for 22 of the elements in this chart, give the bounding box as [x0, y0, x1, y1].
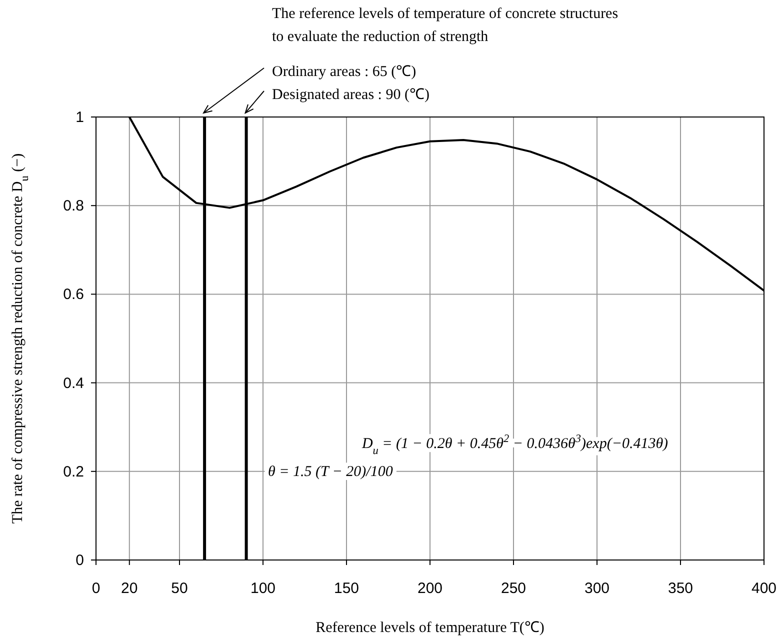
x-tick-label: 250 — [500, 580, 526, 597]
legend-label: Designated areas : 90 (℃) — [272, 87, 430, 103]
x-tick-label: 0 — [92, 580, 100, 597]
annotation: D$_{u}$ = (1 − 0.2θ + 0.45θ$^{2}$ − 0.0436θ$^{3}$)exp(−0.413θ) — [360, 433, 668, 457]
x-tick-label: 50 — [171, 580, 188, 597]
x-tick-label: 300 — [584, 580, 610, 597]
x-tick-label: 20 — [121, 580, 138, 597]
x-tick-label: 100 — [250, 580, 276, 597]
y-tick-label: 0 — [76, 552, 84, 569]
y-tick-label: 1 — [76, 109, 84, 126]
x-tick-label: 200 — [417, 580, 443, 597]
x-tick-label: 350 — [668, 580, 694, 597]
x-axis-title: Reference levels of temperature T(℃) — [316, 620, 544, 636]
y-tick-label: 0.8 — [63, 198, 84, 215]
chart-title: The reference levels of temperature of concrete structures to evaluate the reduction of strength — [272, 6, 618, 45]
x-tick-label: 400 — [751, 580, 777, 597]
ref-line-label: Ordinary areas : 65 (℃) — [272, 64, 416, 80]
x-tick-label: 150 — [334, 580, 360, 597]
y-tick-label: 0.2 — [63, 463, 84, 480]
annotation: θ = 1.5 (T − 20)/100 — [268, 464, 394, 480]
y-tick-label: 0.6 — [63, 286, 84, 304]
y-tick-label: 0.4 — [63, 374, 84, 392]
